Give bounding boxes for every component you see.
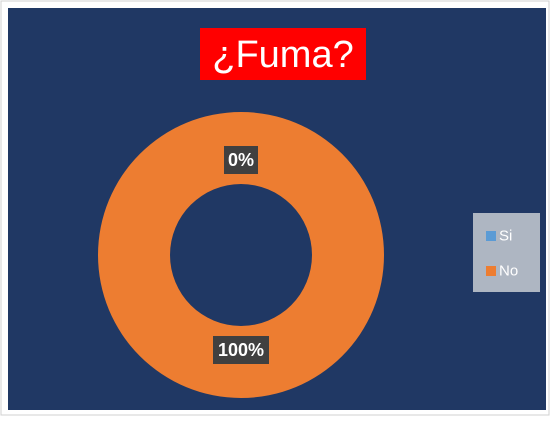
legend-label: No — [499, 263, 518, 280]
legend-label: Si — [499, 228, 512, 245]
data-label: 0% — [228, 150, 254, 170]
legend-box — [473, 213, 540, 292]
donut-slice — [98, 112, 384, 398]
title-box — [200, 28, 366, 80]
legend-swatch — [486, 231, 496, 241]
data-label-box — [224, 146, 258, 174]
legend-swatch — [486, 266, 496, 276]
data-label-box — [213, 336, 269, 364]
data-label: 100% — [218, 340, 264, 360]
chart-title: ¿Fuma? — [212, 34, 353, 76]
